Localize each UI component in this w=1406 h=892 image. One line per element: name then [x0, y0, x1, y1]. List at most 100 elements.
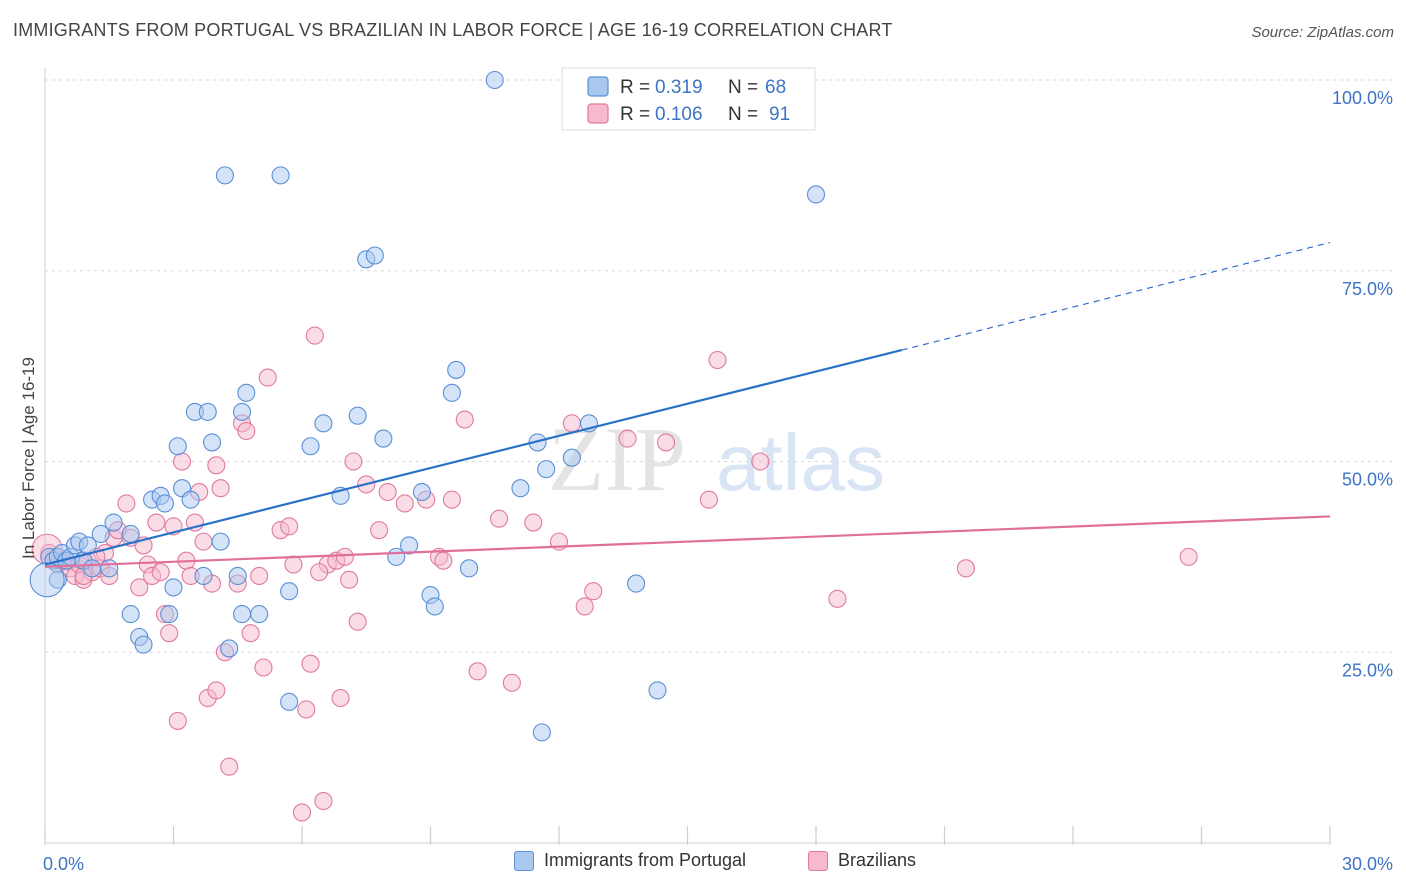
- point-brazilians: [340, 570, 359, 589]
- watermark-atlas: atlas: [716, 418, 885, 507]
- point-brazilians: [657, 433, 676, 452]
- point-portugal: [220, 639, 239, 658]
- point-portugal: [806, 185, 826, 204]
- point-portugal: [425, 597, 444, 616]
- point-brazilians: [292, 803, 312, 822]
- point-brazilians: [344, 452, 363, 471]
- point-brazilians: [147, 513, 166, 532]
- point-portugal: [134, 635, 153, 654]
- point-portugal: [648, 681, 667, 700]
- point-portugal: [271, 166, 290, 185]
- point-brazilians: [254, 658, 273, 677]
- point-portugal: [412, 482, 431, 502]
- stats-swatch-portugal: [587, 76, 609, 97]
- point-portugal: [237, 383, 256, 402]
- trend-line-brazilians: [44, 515, 1331, 568]
- point-portugal: [121, 605, 140, 624]
- point-brazilians: [314, 791, 333, 811]
- point-portugal: [400, 536, 419, 555]
- legend-label-portugal: Immigrants from Portugal: [544, 850, 747, 870]
- point-portugal: [537, 460, 556, 479]
- point-portugal: [280, 692, 299, 711]
- point-brazilians: [211, 479, 230, 498]
- point-portugal: [301, 437, 320, 456]
- stats-r-label-portugal: R =: [620, 77, 650, 98]
- point-brazilians: [173, 452, 192, 471]
- point-brazilians: [751, 452, 770, 471]
- point-brazilians: [297, 700, 316, 719]
- legend-item-portugal[interactable]: Immigrants from Portugal: [514, 850, 746, 871]
- point-brazilians: [130, 578, 149, 597]
- point-portugal: [627, 574, 646, 593]
- point-brazilians: [310, 563, 329, 582]
- point-brazilians: [250, 566, 269, 586]
- point-portugal: [511, 479, 530, 498]
- point-portugal: [365, 246, 384, 265]
- point-portugal: [194, 566, 213, 586]
- y-tick-label: 25.0%: [1342, 660, 1393, 680]
- chart-title: IMMIGRANTS FROM PORTUGAL VS BRAZILIAN IN…: [13, 20, 893, 40]
- point-brazilians: [220, 757, 239, 776]
- point-brazilians: [160, 624, 179, 643]
- point-brazilians: [241, 624, 260, 643]
- x-tick-label: 30.0%: [1342, 854, 1393, 874]
- point-portugal: [485, 70, 504, 90]
- y-axis-label: In Labor Force | Age 16-19: [19, 357, 38, 559]
- stats-n-value-portugal: 68: [765, 77, 786, 98]
- point-brazilians: [370, 521, 389, 540]
- point-brazilians: [434, 551, 453, 570]
- point-brazilians: [258, 368, 277, 387]
- point-portugal: [100, 559, 119, 578]
- point-portugal: [348, 406, 367, 425]
- point-portugal: [48, 570, 67, 589]
- point-brazilians: [395, 494, 414, 513]
- point-portugal: [442, 383, 461, 402]
- point-portugal: [211, 532, 230, 551]
- point-brazilians: [455, 410, 474, 429]
- point-brazilians: [207, 681, 226, 700]
- trend-line-portugal-extension: [901, 241, 1331, 351]
- tick-labels: 100.0% 75.0% 50.0% 25.0% 0.0% 30.0%: [43, 88, 1393, 874]
- point-brazilians: [489, 509, 509, 528]
- point-brazilians: [151, 563, 170, 582]
- point-brazilians: [305, 326, 324, 345]
- point-brazilians: [828, 589, 847, 608]
- legend-swatch-portugal: [514, 850, 534, 871]
- source-credit: Source: ZipAtlas.com: [1251, 24, 1394, 41]
- point-portugal: [181, 490, 200, 509]
- point-portugal: [228, 566, 247, 586]
- point-portugal: [155, 494, 174, 513]
- point-brazilians: [708, 350, 727, 370]
- point-brazilians: [1179, 547, 1198, 566]
- point-portugal: [250, 605, 269, 624]
- point-brazilians: [618, 429, 637, 448]
- point-brazilians: [207, 456, 226, 475]
- y-tick-label: 75.0%: [1342, 279, 1393, 299]
- trend-line-portugal: [44, 349, 902, 566]
- legend-item-brazilians[interactable]: Brazilians: [808, 850, 916, 871]
- point-portugal: [232, 605, 252, 624]
- x-tick-label: 0.0%: [43, 854, 84, 874]
- point-brazilians: [284, 555, 303, 574]
- point-brazilians: [468, 662, 487, 681]
- stats-swatch-brazil: [587, 103, 609, 124]
- point-brazilians: [584, 582, 603, 601]
- point-portugal: [280, 582, 299, 601]
- point-portugal: [164, 578, 183, 597]
- y-tick-label: 100.0%: [1332, 88, 1393, 108]
- point-brazilians: [348, 612, 367, 631]
- point-brazilians: [194, 532, 213, 551]
- legend-swatch-brazilians: [808, 850, 828, 871]
- stats-n-label-portugal: N =: [728, 77, 758, 98]
- point-portugal: [198, 402, 217, 421]
- point-portugal: [232, 402, 252, 421]
- point-portugal-cluster: [29, 562, 65, 598]
- point-portugal: [562, 448, 581, 467]
- stats-r-value-portugal: 0.319: [655, 77, 703, 98]
- point-brazilians: [301, 654, 320, 673]
- point-brazilians: [502, 673, 521, 692]
- stats-r-label-brazil: R =: [620, 104, 650, 125]
- point-portugal: [314, 414, 333, 433]
- axes-layer: [44, 68, 1331, 845]
